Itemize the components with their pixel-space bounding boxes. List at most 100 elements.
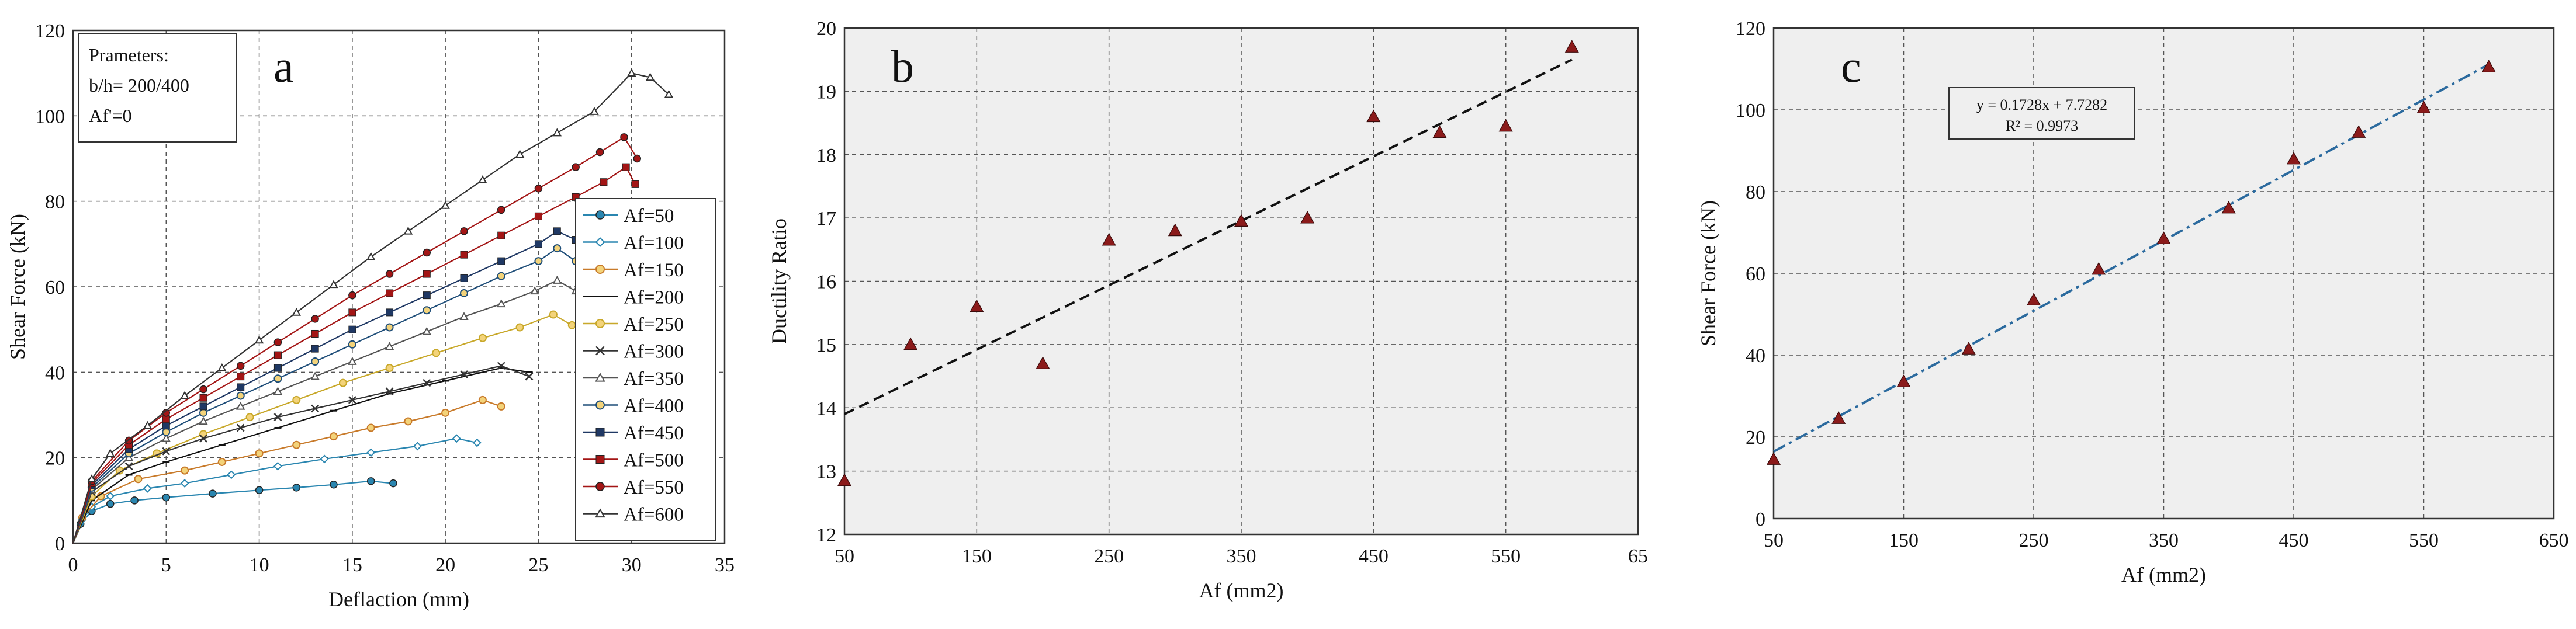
- legend-marker: [595, 372, 605, 382]
- data-point: [432, 349, 441, 357]
- data-point: [366, 477, 375, 485]
- legend-label: Af=250: [624, 314, 684, 335]
- data-point: [2286, 151, 2301, 165]
- data-point: [497, 272, 505, 280]
- data-point: [385, 270, 394, 278]
- data-point: [124, 462, 133, 471]
- series-af-600: [72, 68, 674, 544]
- data-point: [199, 385, 207, 394]
- data-point: [106, 492, 115, 501]
- y-tick-label: 120: [1736, 18, 1765, 40]
- panel-b-ductility-chart: 50 150 250 350 450 550 65 12 13 14 15 16 17 18 19 20 Af …: [767, 18, 1648, 602]
- data-point: [534, 240, 542, 248]
- x-tick-label: 30: [622, 554, 642, 576]
- x-tick-label: 450: [2279, 530, 2309, 551]
- data-point: [622, 163, 630, 171]
- data-point: [460, 227, 468, 235]
- y-tick-label: 100: [35, 106, 65, 127]
- x-tick-label: 20: [435, 554, 455, 576]
- regression-equation: y = 0.1728x + 7.7282: [1976, 96, 2107, 113]
- series-line: [72, 247, 576, 544]
- series-line: [72, 230, 576, 544]
- x-tick-label: 35: [715, 554, 735, 576]
- data-point: [1896, 374, 1911, 387]
- legend-label: Af=200: [624, 287, 684, 308]
- legend-item: Af=600: [583, 505, 684, 526]
- data-point: [422, 326, 431, 335]
- legend-marker: [595, 508, 605, 518]
- legend-item: Af=100: [583, 233, 684, 254]
- x-axis-label: Af (mm2): [2121, 563, 2206, 586]
- x-tick-label: 50: [835, 545, 854, 567]
- legend-item: Af=350: [583, 369, 684, 390]
- legend: Af=50 Af=100 Af=150 Af=200 Af=250 Af=300 Af=35…: [575, 198, 716, 541]
- y-tick-label: 18: [816, 145, 836, 166]
- data-point: [478, 333, 487, 342]
- data-point: [273, 461, 282, 471]
- data-point: [311, 404, 320, 413]
- legend-label: Af=600: [624, 505, 684, 526]
- y-tick-label: 20: [816, 18, 836, 40]
- data-point: [162, 428, 171, 436]
- x-tick-label: 0: [68, 554, 78, 576]
- legend-label: Af=450: [624, 423, 684, 444]
- legend-item: Af=550: [583, 477, 684, 498]
- y-tick-label: 120: [35, 20, 65, 42]
- data-point: [199, 434, 207, 443]
- data-point: [645, 72, 655, 81]
- legend-marker: [595, 210, 605, 220]
- data-point: [478, 175, 487, 183]
- y-tick-label: 80: [1746, 182, 1765, 203]
- data-point: [273, 374, 282, 383]
- data-point: [627, 68, 636, 77]
- legend-marker: [595, 455, 605, 464]
- data-point: [441, 200, 450, 209]
- data-point: [404, 417, 413, 426]
- data-point: [162, 447, 171, 456]
- legend-item: Af=450: [583, 423, 684, 444]
- series-af-350: [72, 275, 580, 544]
- data-point: [366, 448, 376, 457]
- y-tick-label: 20: [1746, 427, 1765, 449]
- data-point: [348, 308, 356, 317]
- data-point: [534, 257, 543, 266]
- data-point: [273, 387, 283, 395]
- data-point: [237, 373, 245, 381]
- data-point: [620, 133, 628, 141]
- legend-label: Af=150: [624, 260, 684, 281]
- data-point: [497, 206, 505, 214]
- data-point: [348, 340, 356, 349]
- data-point: [903, 337, 918, 350]
- data-point: [2026, 293, 2041, 305]
- data-point: [423, 306, 431, 315]
- data-point: [329, 280, 338, 289]
- data-point: [2221, 200, 2236, 214]
- data-point: [385, 387, 394, 396]
- data-point: [472, 438, 482, 447]
- data-point: [199, 402, 207, 411]
- data-point: [236, 391, 245, 400]
- data-point: [348, 356, 357, 365]
- x-tick-label: 350: [1227, 545, 1256, 567]
- legend-item: Af=400: [583, 396, 684, 417]
- y-tick-label: 19: [816, 81, 836, 103]
- series-line: [72, 279, 576, 544]
- y-axis-label: Shear Force (kN): [6, 214, 29, 360]
- data-point: [452, 434, 461, 443]
- data-point: [478, 395, 487, 404]
- legend-label: Af=300: [624, 342, 684, 363]
- data-point: [227, 470, 236, 479]
- data-point: [385, 364, 394, 373]
- r-squared-value: R² = 0.9973: [2006, 117, 2078, 134]
- equation-box: y = 0.1728x + 7.7282 R² = 0.9973: [1948, 87, 2135, 140]
- legend-marker: [595, 346, 605, 356]
- series-line: [72, 365, 529, 544]
- legend-marker: [595, 428, 605, 437]
- data-point: [273, 338, 282, 346]
- data-point: [366, 423, 375, 432]
- data-point: [1300, 210, 1315, 224]
- data-point: [255, 486, 264, 495]
- y-tick-label: 40: [45, 362, 65, 384]
- data-point: [2156, 231, 2171, 244]
- data-point: [385, 323, 394, 332]
